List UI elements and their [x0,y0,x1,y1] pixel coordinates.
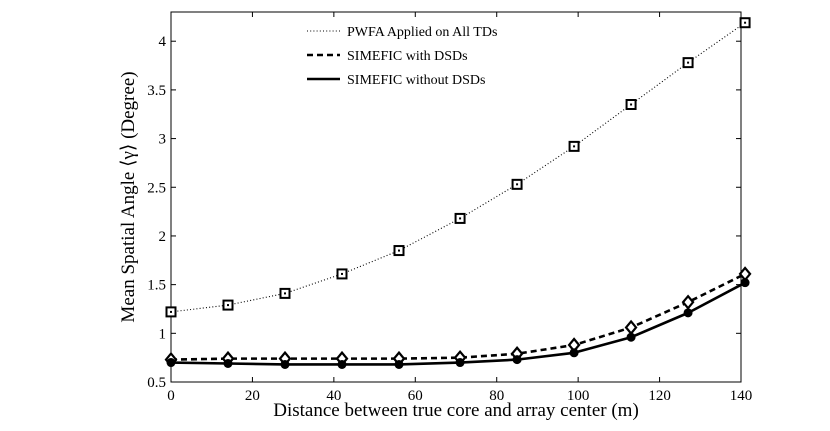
marker-square-dot [630,103,633,106]
y-tick-label: 3 [159,132,167,148]
x-tick-label: 20 [245,388,260,404]
marker-square-dot [744,21,747,24]
marker-circle [337,359,347,369]
legend-label-pwfa: PWFA Applied on All TDs [347,25,497,40]
marker-square-dot [687,61,690,64]
marker-square-dot [459,217,462,220]
y-tick-label: 1 [159,326,167,342]
x-tick-label: 140 [730,388,753,404]
marker-circle [394,359,404,369]
marker-diamond [738,266,752,282]
x-tick-label: 60 [408,388,423,404]
y-axis-title: Mean Spatial Angle ⟨γ⟩ (Degree) [118,71,139,322]
y-tick-label: 2 [159,229,167,245]
x-axis-title: Distance between true core and array cen… [273,400,639,421]
x-tick-label: 80 [489,388,504,404]
marker-circle [280,359,290,369]
marker-square-dot [284,292,286,295]
marker-square-dot [227,304,229,307]
marker-square-dot [516,183,519,186]
y-tick-label: 4 [159,34,167,50]
series-markers [164,17,752,369]
legend-label-without-dsds: SIMEFIC without DSDs [347,73,485,88]
marker-circle [740,278,750,288]
marker-circle [166,358,176,368]
legend: PWFA Applied on All TDs SIMEFIC with DSD… [307,25,497,88]
marker-square-dot [573,145,576,148]
marker-diamond [681,294,695,310]
marker-circle [683,308,693,318]
marker-square-dot [170,310,172,313]
y-tick-label: 2.5 [147,180,166,196]
marker-square-dot [341,272,343,275]
series-line-0 [170,22,746,313]
marker-square-dot [398,249,400,252]
marker-circle [223,359,233,368]
y-tick-label: 0.5 [147,375,166,391]
axis-ticks [170,12,742,383]
x-tick-label: 120 [648,388,671,404]
marker-circle [512,355,522,365]
y-tick-label: 3.5 [147,83,166,99]
x-tick-label: 0 [167,388,175,404]
x-tick-label: 100 [567,388,590,404]
marker-circle [569,348,579,358]
x-tick-label: 40 [326,388,341,404]
y-tick-labels: 0.5 1 1.5 2 2.5 3 3.5 4 [147,34,166,391]
y-tick-label: 1.5 [147,278,166,294]
series-line-1 [170,272,746,361]
marker-circle [455,358,465,368]
legend-label-with-dsds: SIMEFIC with DSDs [347,49,468,64]
marker-circle [626,332,636,342]
x-tick-labels: 0 20 40 60 80 100 120 140 [167,388,752,404]
